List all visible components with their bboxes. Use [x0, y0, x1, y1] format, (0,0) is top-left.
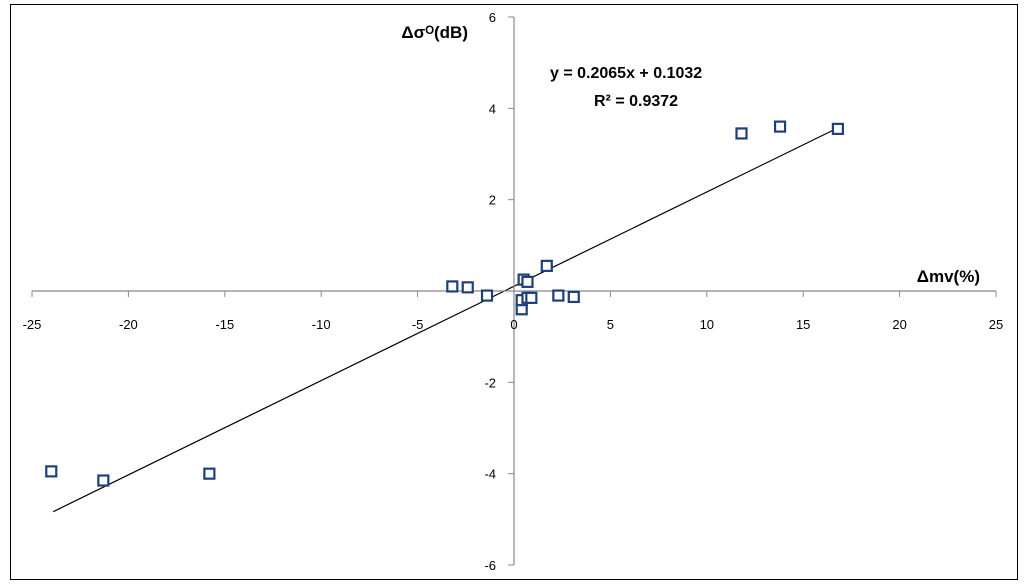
x-axis-title: Δmv(%) [917, 267, 980, 286]
x-tick-label: -10 [312, 317, 331, 332]
x-tick-label: -5 [412, 317, 424, 332]
data-point [521, 275, 534, 288]
x-tick-label: 20 [892, 317, 906, 332]
data-point [446, 280, 459, 293]
data-point [45, 465, 58, 478]
y-tick-label: -6 [484, 558, 496, 573]
y-tick-label: -4 [484, 467, 496, 482]
data-point [203, 467, 216, 480]
y-tick-label: -2 [484, 375, 496, 390]
trendline-r2: R² = 0.9372 [594, 93, 678, 110]
data-point [567, 290, 580, 304]
y-tick-label: 4 [489, 101, 496, 116]
trendline [52, 127, 839, 513]
data-point [831, 122, 845, 135]
x-tick-label: 0 [510, 317, 517, 332]
data-point [540, 259, 553, 272]
x-tick-label: -15 [215, 317, 234, 332]
data-point [461, 281, 474, 294]
data-point [97, 474, 110, 487]
x-tick-label: 5 [607, 317, 614, 332]
trendline-equation: y = 0.2065x + 0.1032 [550, 65, 702, 82]
data-point [552, 289, 565, 302]
data-point [773, 120, 787, 133]
x-tick-label: 15 [796, 317, 810, 332]
data-point [735, 127, 748, 140]
x-tick-label: -25 [23, 317, 42, 332]
x-tick-label: 10 [700, 317, 714, 332]
x-tick-label: -20 [119, 317, 138, 332]
data-point [525, 291, 538, 304]
y-tick-label: 2 [489, 193, 496, 208]
data-point [480, 289, 494, 302]
y-axis-title: Δσᴼ(dB) [401, 23, 468, 42]
x-tick-label: 25 [989, 317, 1003, 332]
y-tick-label: 6 [489, 10, 496, 25]
